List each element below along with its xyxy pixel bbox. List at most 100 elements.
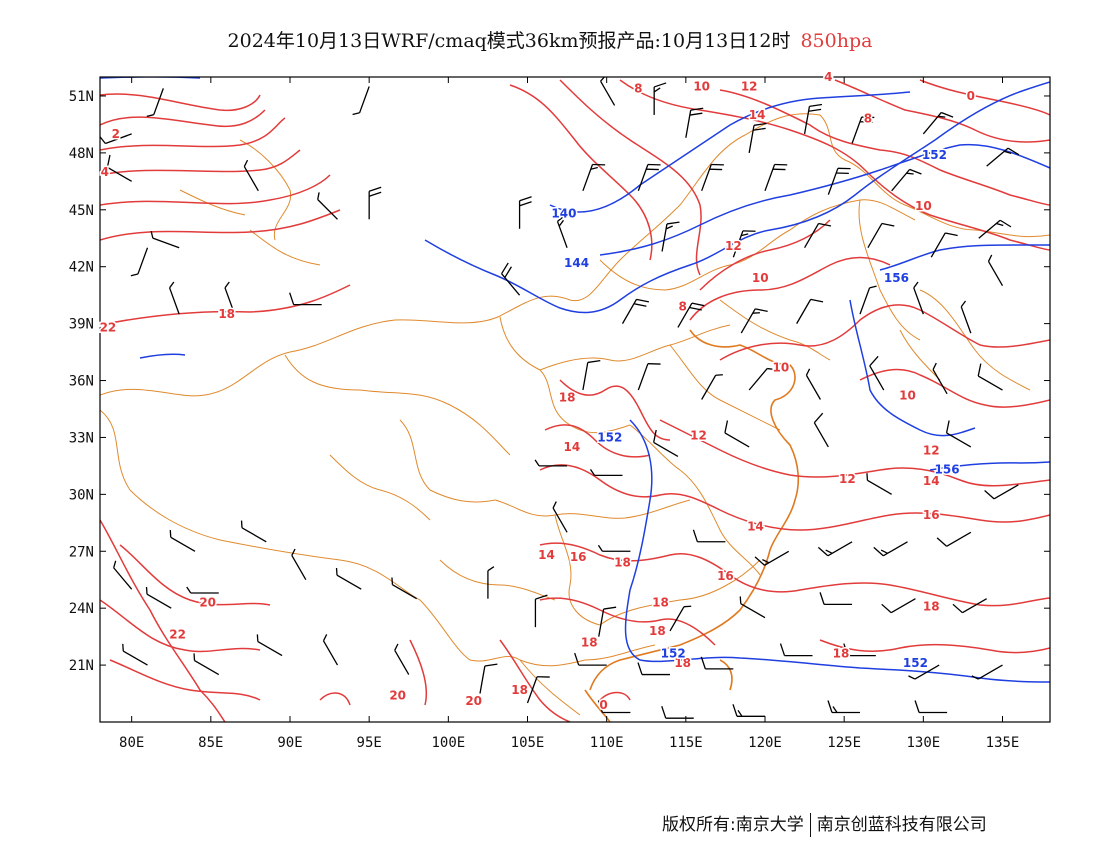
footer-separator bbox=[809, 813, 811, 837]
lat-tick-label: 48N bbox=[69, 146, 94, 162]
wind-barb bbox=[289, 292, 322, 306]
wind-barb bbox=[186, 586, 219, 594]
wind-barb bbox=[867, 222, 895, 249]
lat-tick-label: 39N bbox=[69, 317, 94, 333]
wind-barb bbox=[556, 213, 568, 248]
wind-barb bbox=[891, 168, 922, 192]
isotherm-label: 10 bbox=[693, 79, 710, 93]
lat-tick-label: 42N bbox=[69, 260, 94, 276]
wind-barb bbox=[732, 704, 765, 717]
wind-barb bbox=[487, 566, 495, 599]
wind-barb bbox=[391, 577, 417, 600]
wind-barb bbox=[600, 77, 616, 106]
lon-tick-label: 95E bbox=[357, 735, 382, 751]
wind-barb bbox=[653, 429, 679, 457]
lon-tick-label: 130E bbox=[906, 735, 940, 751]
isotherm-label: 14 bbox=[749, 108, 766, 122]
isotherm-label: 8 bbox=[678, 300, 686, 314]
wind-barb bbox=[873, 541, 908, 557]
isotherm-label: 18 bbox=[674, 656, 691, 670]
wind-barb bbox=[701, 163, 724, 192]
lat-tick-label: 24N bbox=[69, 601, 94, 617]
plot-area bbox=[100, 77, 1050, 722]
isotherm-label: 18 bbox=[559, 391, 576, 405]
wind-barb bbox=[754, 550, 790, 566]
isotherm-label: 20 bbox=[199, 595, 216, 609]
wind-barb bbox=[930, 232, 958, 258]
wind-barb bbox=[914, 700, 948, 714]
wind-barb bbox=[597, 544, 631, 552]
lon-tick-label: 125E bbox=[827, 735, 861, 751]
lon-tick-label: 110E bbox=[590, 735, 624, 751]
lat-tick-label: 36N bbox=[69, 374, 94, 390]
axis-ticks: 51N 48N 45N 42N 39N 36N 33N 30N 27N 24N 21N 80E 85E 9… bbox=[69, 77, 1050, 751]
wind-barb bbox=[869, 355, 885, 391]
wind-barb bbox=[881, 598, 916, 614]
height-contour-label: 156 bbox=[884, 271, 909, 285]
isotherm-label: 14 bbox=[563, 440, 580, 454]
isotherm-label: 20 bbox=[389, 688, 406, 702]
wind-barb bbox=[932, 362, 948, 395]
lon-tick-label: 120E bbox=[748, 735, 782, 751]
wind-barb bbox=[368, 186, 382, 220]
wind-barb bbox=[779, 643, 813, 657]
isotherm-label: 12 bbox=[839, 472, 856, 486]
isotherm-label: 18 bbox=[833, 647, 850, 661]
wind-barb bbox=[256, 634, 283, 657]
lat-tick-label: 21N bbox=[69, 658, 94, 674]
wind-barb bbox=[987, 254, 1004, 287]
wind-barb bbox=[945, 420, 972, 448]
isotherm-label: 18 bbox=[511, 683, 528, 697]
wind-barb bbox=[518, 196, 532, 229]
coastline bbox=[584, 329, 800, 722]
isotherm-label: 0 bbox=[967, 89, 975, 103]
lon-tick-label: 80E bbox=[119, 735, 144, 751]
isotherm-label: 10 bbox=[752, 271, 769, 285]
height-contour-label: 144 bbox=[564, 256, 589, 270]
wind-barb bbox=[597, 700, 631, 714]
title-main: 2024年10月13日WRF/cmaq模式36km预报产品:10月13日12时 bbox=[227, 30, 791, 52]
wind-barb bbox=[582, 359, 601, 391]
isotherm-label: 2 bbox=[112, 127, 120, 141]
isotherm-label: 10 bbox=[915, 199, 932, 213]
footer-left: 版权所有:南京大学 bbox=[662, 815, 804, 835]
wind-barb bbox=[913, 281, 924, 315]
isotherm-label: 4 bbox=[824, 70, 832, 84]
wind-barb bbox=[169, 530, 196, 552]
wind-barb bbox=[843, 643, 876, 657]
isotherm-label: 14 bbox=[538, 548, 555, 562]
wind-barb bbox=[637, 662, 670, 676]
lon-tick-label: 90E bbox=[277, 735, 302, 751]
height-contour-label: 156 bbox=[935, 463, 960, 477]
wind-barb bbox=[740, 308, 768, 334]
wind-barb bbox=[637, 163, 661, 192]
wind-barb bbox=[193, 653, 220, 676]
lon-tick-label: 105E bbox=[511, 735, 545, 751]
wind-barb bbox=[803, 103, 823, 135]
wind-barb bbox=[552, 501, 568, 533]
isotherm-label: 18 bbox=[923, 599, 940, 613]
wind-barb bbox=[748, 367, 775, 391]
isotherm-label: 14 bbox=[923, 474, 940, 488]
wind-barb bbox=[661, 706, 694, 719]
isotherm-label: 12 bbox=[725, 239, 742, 253]
wind-barb bbox=[534, 459, 568, 467]
wind-barb bbox=[724, 420, 750, 448]
lat-tick-label: 45N bbox=[69, 203, 94, 219]
wind-barb bbox=[922, 111, 954, 135]
wind-barb bbox=[739, 596, 766, 619]
wind-barb bbox=[145, 586, 172, 609]
wind-barb bbox=[960, 300, 972, 334]
wind-barb bbox=[827, 700, 860, 714]
isotherm-label: 20 bbox=[465, 694, 482, 708]
wind-barb bbox=[952, 598, 987, 614]
wind-barb bbox=[501, 262, 521, 296]
wind-barb bbox=[113, 560, 133, 590]
wind-barb bbox=[322, 634, 339, 666]
isotherm-label: 0 bbox=[599, 698, 607, 712]
isotherm-label: 18 bbox=[218, 307, 235, 321]
lat-tick-label: 51N bbox=[69, 89, 94, 105]
isotherm-label: 22 bbox=[100, 320, 117, 334]
wind-barb bbox=[805, 368, 821, 400]
wind-barb bbox=[317, 192, 338, 220]
